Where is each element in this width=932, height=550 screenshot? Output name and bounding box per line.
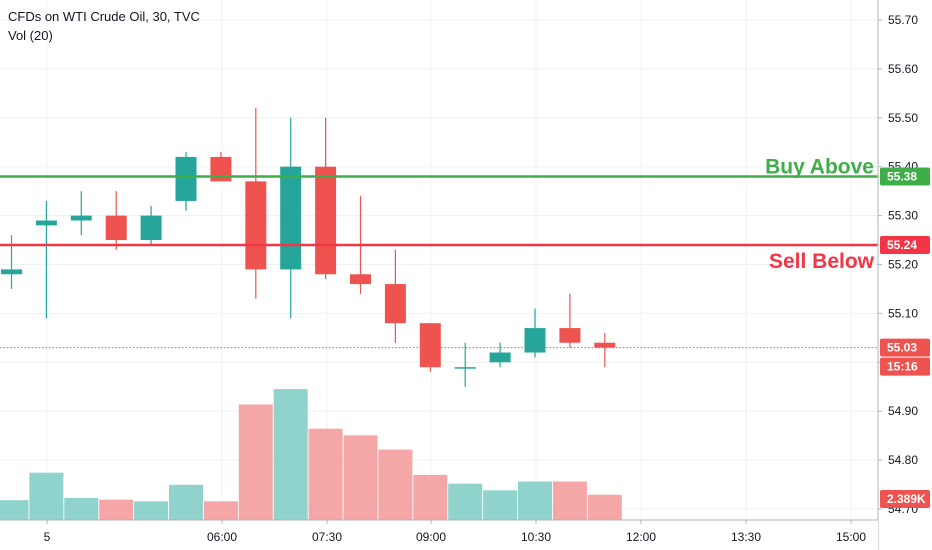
countdown-tag-bg (880, 357, 930, 376)
candle-body (1, 269, 22, 275)
candle-body (175, 156, 197, 201)
y-tick-label: 55.30 (888, 209, 918, 223)
volume-bar (0, 500, 29, 520)
x-tick-label: 06:00 (207, 530, 237, 544)
volume-bar (448, 483, 483, 520)
volume-indicator-label[interactable]: Vol (20) (8, 28, 53, 43)
volume-bar (343, 435, 378, 520)
x-tick-label: 5 (44, 530, 51, 544)
y-tick-label: 55.10 (888, 306, 918, 320)
volume-bar (308, 428, 343, 520)
y-tick-label: 55.50 (888, 111, 918, 125)
volume-bar (518, 481, 552, 520)
candle-body (105, 215, 127, 241)
candle-body (454, 367, 476, 369)
x-tick-label: 10:30 (521, 530, 551, 544)
last-price-tag: 55.03 (887, 341, 917, 355)
volume-bar (29, 472, 64, 520)
countdown-tag: 15:16 (887, 360, 918, 374)
symbol-title[interactable]: CFDs on WTI Crude Oil, 30, TVC (8, 9, 200, 24)
x-tick-label: 12:00 (626, 530, 656, 544)
price-axis-bg (878, 0, 932, 550)
y-tick-label: 54.90 (888, 404, 918, 418)
candle-body (315, 166, 337, 275)
candle-body (350, 274, 371, 285)
candle-body (419, 323, 441, 368)
volume-value-tag-bg (880, 490, 930, 508)
candle-body (70, 215, 92, 221)
volume-bar (203, 501, 238, 520)
volume-value-tag: 2.389K (887, 492, 926, 506)
candle-body (594, 342, 616, 348)
volume-bar (169, 484, 203, 520)
y-tick-label: 55.20 (888, 258, 918, 272)
candle-body (489, 352, 511, 363)
candle-body (384, 284, 406, 324)
volume-bar (238, 404, 273, 520)
sell-price-tag-bg (880, 235, 930, 254)
sell-below-text: Sell Below (769, 250, 875, 273)
buy-price-tag: 55.38 (887, 169, 917, 183)
x-tick-label: 13:30 (731, 530, 761, 544)
volume-bar (413, 474, 448, 520)
buy-price-tag-bg (880, 167, 930, 186)
time-axis-bg (0, 520, 878, 550)
x-tick-label: 15:00 (836, 530, 866, 544)
candle-body (524, 328, 546, 353)
candle-body (559, 328, 581, 343)
volume-bar (378, 449, 413, 520)
y-tick-label: 55.70 (888, 13, 918, 27)
volume-bar (552, 481, 587, 520)
volume-bar (134, 501, 169, 520)
y-tick-label: 54.80 (888, 453, 918, 467)
volume-bar (99, 499, 134, 520)
buy-above-text: Buy Above (765, 155, 874, 178)
x-tick-label: 09:00 (416, 530, 446, 544)
last-price-tag-bg (880, 338, 930, 357)
candle-body (245, 181, 267, 270)
volume-bar (273, 389, 308, 520)
candle-body (140, 215, 162, 241)
y-tick-label: 55.60 (888, 62, 918, 76)
volume-bar (64, 498, 99, 520)
volume-bar (587, 494, 622, 520)
sell-price-tag: 55.24 (887, 238, 917, 252)
candle-body (280, 166, 302, 270)
candle-body (35, 220, 57, 226)
x-tick-label: 07:30 (312, 530, 342, 544)
volume-bar (483, 490, 518, 520)
